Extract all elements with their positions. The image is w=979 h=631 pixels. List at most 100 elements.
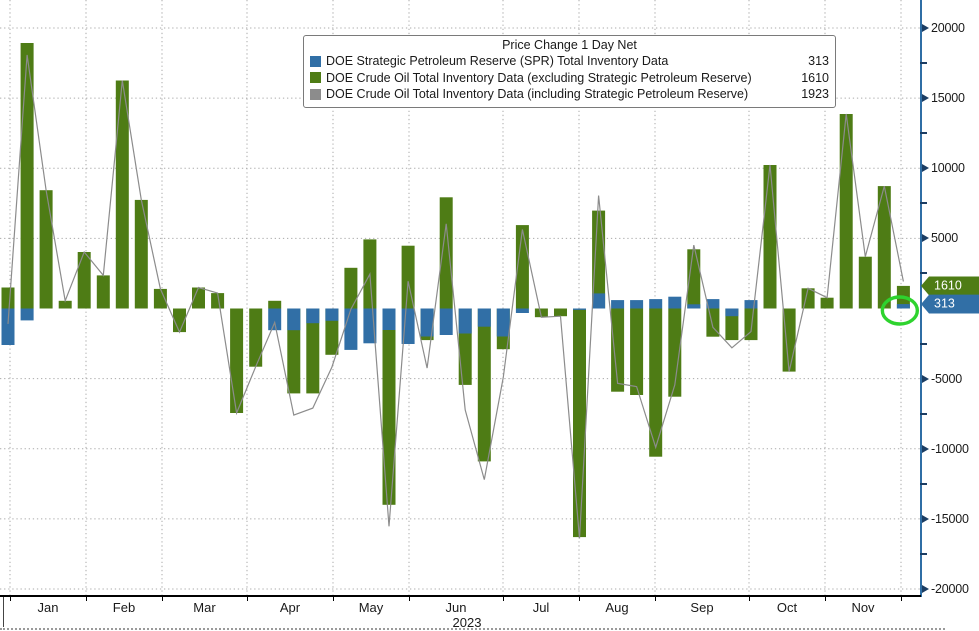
bar-crude-ex-spr [153,288,167,309]
y-axis-minor-tick [920,272,927,275]
bar-spr [1,308,15,345]
bar-spr [744,300,758,309]
bar-crude-ex-spr [211,293,225,309]
axis-value-tag: 313 [921,294,979,314]
x-axis-line [0,595,921,597]
bar-crude-ex-spr [554,308,567,317]
x-axis-month-label: Feb [112,600,136,615]
y-axis-tick: -10000 [920,442,969,456]
bar-spr [268,308,282,331]
bar-spr [896,304,910,309]
legend-item-spr[interactable]: DOE Strategic Petroleum Reserve (SPR) To… [310,53,829,70]
legend-item-label: DOE Strategic Petroleum Reserve (SPR) To… [326,54,669,68]
x-axis-tick [655,597,656,601]
x-axis-month-label: Aug [605,600,629,615]
bar-spr [515,308,529,313]
spr-series-swatch-icon [310,55,321,67]
bar-crude-ex-spr [477,308,491,462]
bar-crude-ex-spr [382,308,396,505]
y-axis-minor-tick [920,202,927,205]
bar-spr [439,308,453,335]
legend-box: Price Change 1 Day Net DOE Strategic Pet… [303,35,836,108]
bar-crude-ex-spr [820,297,834,309]
bar-crude-ex-spr [39,190,53,309]
legend-item-crude-inc-spr[interactable]: DOE Crude Oil Total Inventory Data (incl… [310,86,829,103]
x-axis-tick [247,597,248,601]
x-axis-tick [162,597,163,601]
x-axis-tick [825,597,826,601]
y-axis-tick: 5000 [920,231,958,245]
bar-crude-ex-spr [687,249,701,309]
x-axis-tick [86,597,87,601]
bar-spr [496,308,510,337]
y-axis-minor-tick [920,552,927,555]
legend-title: Price Change 1 Day Net [502,38,637,52]
bar-crude-ex-spr [630,308,644,395]
bar-crude-ex-spr [134,199,148,309]
bar-crude-ex-spr [192,287,205,309]
y-axis-tick-label: -20000 [931,582,969,596]
bar-crude-ex-spr [573,308,586,538]
tick-arrow-icon [922,234,929,243]
bar-spr [382,308,396,330]
bar-crude-ex-spr [858,256,872,309]
bar-crude-ex-spr [592,210,606,309]
bar-crude-ex-spr [77,252,91,309]
x-axis: 2023 Jan Feb Mar Apr May Jun Jul Aug Sep Oct Nov [0,595,979,631]
y-axis-minor-tick [920,482,927,485]
x-axis-year-label: 2023 [452,615,482,630]
bar-spr [306,308,320,324]
bar-spr [687,304,701,309]
bar-crude-ex-spr [763,165,777,309]
bar-spr [325,308,339,321]
bar-crude-ex-spr [115,80,129,309]
y-axis-tick-label: -10000 [931,441,969,456]
x-axis-month-label: Nov [851,600,875,615]
y-axis-minor-tick [920,412,927,415]
x-axis-month-label: Oct [776,600,798,615]
tick-arrow-icon [922,444,929,453]
y-axis-tick: 15000 [920,91,965,105]
bar-spr [420,308,434,337]
x-axis-month-label: Apr [279,600,301,615]
total-line [7,54,904,539]
tick-arrow-icon [922,585,929,593]
cropped-footer-line [0,628,945,630]
bar-crude-ex-spr [611,308,625,392]
legend-item-crude-ex-spr[interactable]: DOE Crude Oil Total Inventory Data (excl… [310,70,829,87]
tick-arrow-icon [922,374,929,383]
y-axis-tick-label: 15000 [931,91,965,106]
bar-crude-ex-spr [344,267,358,309]
y-axis-tick-label: 20000 [931,21,965,35]
bar-spr [458,308,472,334]
bar-crude-ex-spr [1,287,15,309]
legend-item-value: 313 [808,54,829,68]
bar-crude-ex-spr [96,275,110,309]
bar-crude-ex-spr [649,308,663,457]
y-axis-tick-label: 5000 [931,231,959,246]
y-axis-tick: -20000 [920,582,969,596]
year-boundary-tick [3,597,4,627]
bar-crude-ex-spr [725,308,739,341]
bar-crude-ex-spr [839,114,853,309]
bar-spr [20,308,34,321]
tick-arrow-icon [922,24,929,32]
legend-item-label: DOE Crude Oil Total Inventory Data (excl… [326,70,752,85]
x-axis-tick [901,597,902,601]
axis-value-tag: 1610 [921,276,979,296]
y-axis-tick: -15000 [920,512,969,526]
bar-crude-ex-spr [439,197,453,309]
y-axis-minor-tick [920,342,927,345]
bar-spr [725,308,739,317]
y-axis-tick-label: -5000 [931,371,962,386]
bar-crude-ex-spr [744,308,758,341]
bar-crude-ex-spr [249,308,263,367]
bar-spr [611,300,625,309]
legend-item-value: 1610 [801,70,829,85]
x-axis-tick [749,597,750,601]
plot-area [0,0,921,595]
bar-spr [287,308,301,331]
bar-spr [592,293,606,309]
y-axis-minor-tick [920,62,927,65]
x-axis-month-label: May [358,600,384,615]
